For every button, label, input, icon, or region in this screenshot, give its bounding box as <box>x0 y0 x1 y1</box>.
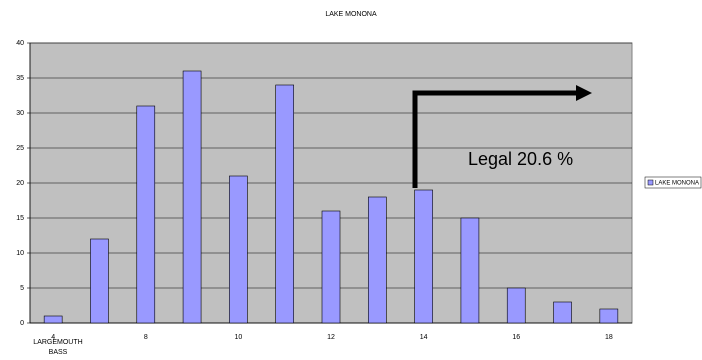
bar <box>506 287 526 324</box>
bar <box>90 238 109 324</box>
y-tick-label: 40 <box>16 40 24 47</box>
y-tick-label: 35 <box>16 75 24 82</box>
bar <box>460 217 480 324</box>
bar <box>368 196 387 324</box>
y-tick-label: 0 <box>20 320 24 327</box>
x-axis-title: LARGEMOUTH BASS <box>33 339 83 356</box>
bar <box>182 70 202 324</box>
bar <box>553 301 572 324</box>
chart-title: LAKE MONONA <box>325 11 377 18</box>
bar <box>414 189 433 324</box>
bar <box>136 105 156 324</box>
legend-box <box>644 176 702 189</box>
marks: 0 5 10 15 20 25 30 35 40 4 8 10 12 14 16 18 <box>16 40 632 341</box>
x-tick-label: 10 <box>234 334 242 341</box>
bar <box>599 308 619 324</box>
bar <box>229 175 248 324</box>
bar <box>275 84 294 324</box>
y-tick-label: 10 <box>16 250 24 257</box>
legend-swatch <box>647 179 654 186</box>
arrow <box>412 90 578 188</box>
y-tick-label: 25 <box>16 145 24 152</box>
y-tick-label: 5 <box>20 285 24 292</box>
bar <box>43 315 63 324</box>
legend-label: LAKE MONONA <box>655 181 699 187</box>
arrow-head <box>576 85 592 101</box>
x-tick-label: 16 <box>512 334 520 341</box>
y-tick-label: 20 <box>16 180 24 187</box>
y-tick-label: 30 <box>16 110 24 117</box>
x-tick-label: 14 <box>420 334 428 341</box>
x-tick-label: 12 <box>327 334 335 341</box>
x-tick-label: 4 <box>51 334 55 341</box>
y-tick-label: 15 <box>16 215 24 222</box>
x-tick-label: 18 <box>605 334 613 341</box>
x-tick-label: 8 <box>144 334 148 341</box>
bar <box>321 210 341 324</box>
annotation: Legal 20.6 % <box>468 149 573 169</box>
